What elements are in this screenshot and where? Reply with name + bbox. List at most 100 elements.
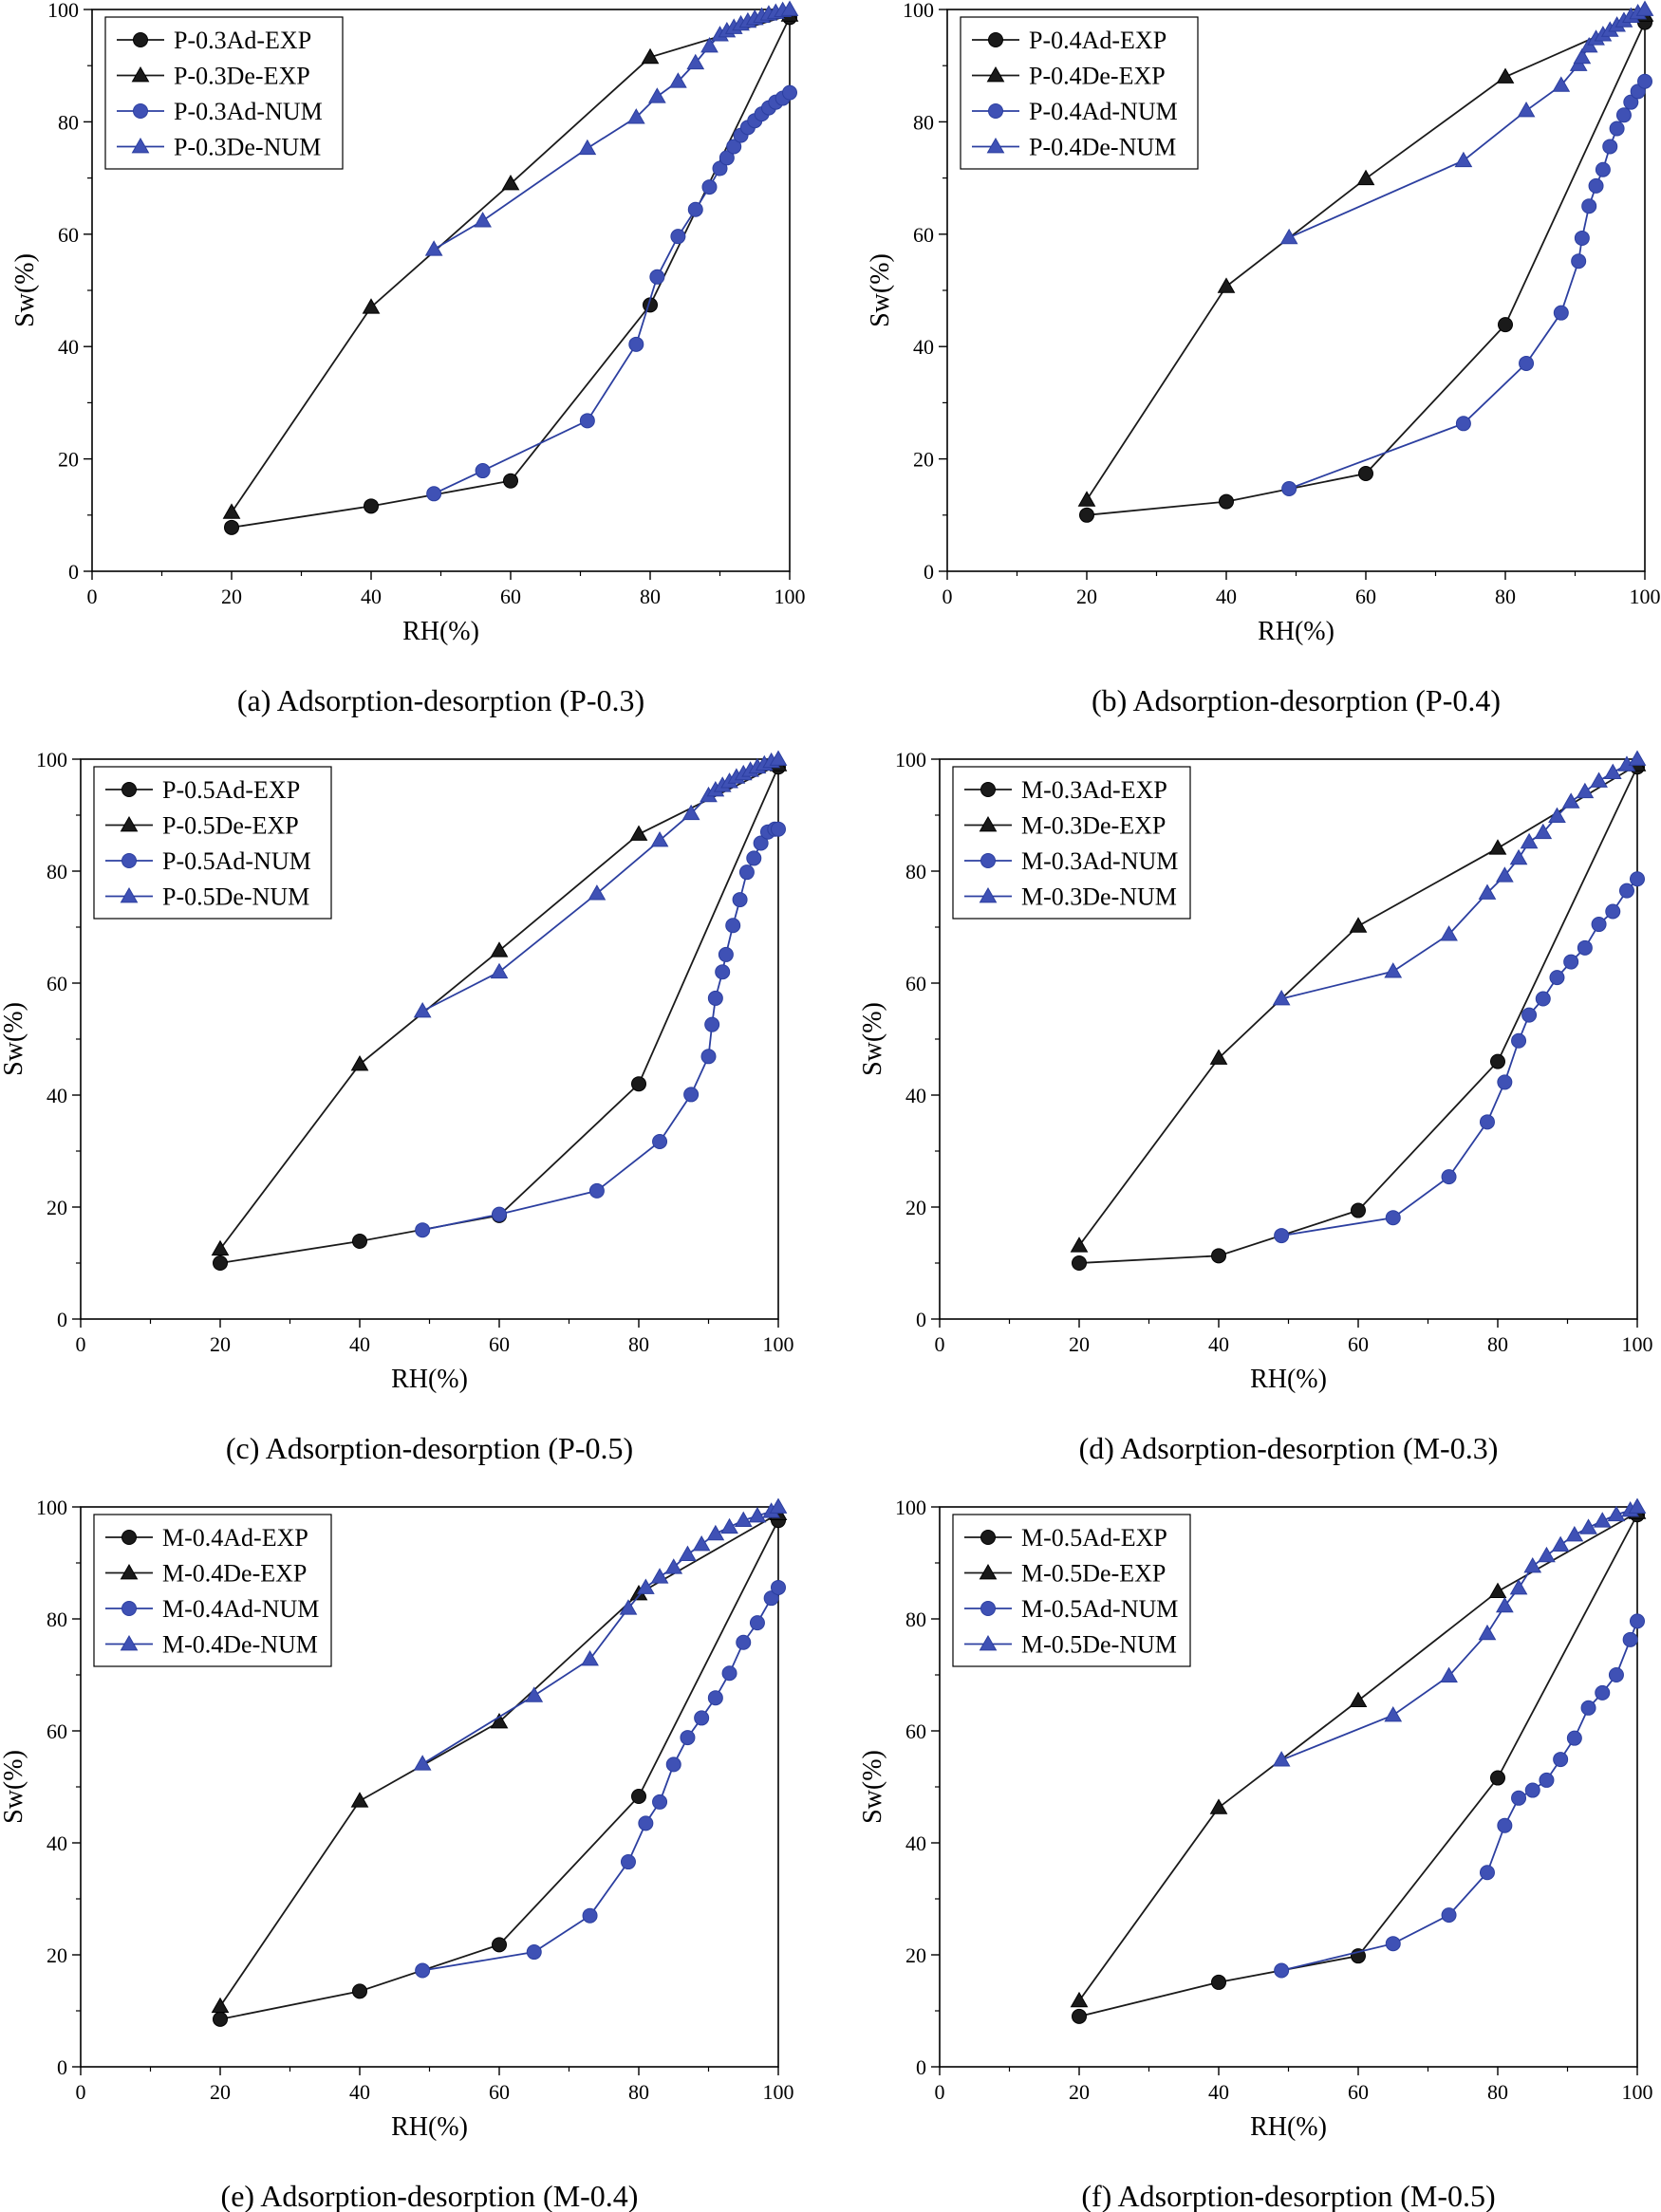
x-tick-label: 0 [76,1332,86,1356]
x-axis-title: RH(%) [1250,1365,1327,1394]
data-point [490,962,509,979]
data-point [681,804,700,821]
y-tick-label: 100 [895,1496,926,1519]
legend-marker [980,782,996,797]
data-point [1615,107,1632,123]
data-point [641,47,660,65]
legend-label: M-0.5De-NUM [1021,1631,1177,1659]
y-axis-title: Sw(%) [866,253,895,327]
y-tick-label: 0 [924,560,934,584]
legend-item: P-0.3De-EXP [117,63,310,90]
legend-label: P-0.5De-NUM [162,883,309,911]
data-point [1385,1936,1401,1952]
data-point [350,1055,369,1071]
data-point [679,1545,697,1562]
data-point [1593,1512,1612,1528]
data-point [582,1907,598,1924]
data-point [1072,2008,1087,2024]
data-point [1523,1557,1542,1573]
y-tick-label: 100 [47,0,79,22]
y-tick-label: 100 [36,748,67,771]
data-point [1490,1770,1505,1786]
legend-marker [979,1634,998,1651]
data-point [1509,848,1528,865]
legend-item: P-0.5Ad-EXP [105,776,300,804]
data-point [664,1558,683,1574]
x-tick-label: 80 [628,1332,649,1356]
data-point [352,1983,367,1999]
data-point [474,212,492,228]
data-point [719,150,735,166]
x-tick-label: 40 [1216,585,1237,608]
legend: P-0.4Ad-EXP P-0.4De-EXP P-0.4Ad-NUM P-0.4De… [960,16,1199,170]
data-point [1440,925,1458,941]
x-axis-title: RH(%) [402,617,479,646]
x-tick-label: 60 [1355,585,1376,608]
x-tick-label: 40 [1208,1332,1229,1356]
legend-marker [121,782,137,797]
data-point [415,1962,431,1979]
data-point [1478,1624,1497,1641]
x-tick-label: 80 [628,2080,649,2104]
legend-label: M-0.4De-EXP [162,1560,307,1588]
legend-item: P-0.5De-EXP [105,812,299,840]
legend-item: P-0.3Ad-NUM [117,98,323,125]
legend-item: M-0.3De-EXP [964,812,1166,840]
legend-marker [133,103,148,119]
data-point [628,336,644,352]
series-P-0.3De-NUM [424,0,799,256]
legend-label: M-0.3De-NUM [1021,883,1177,911]
data-point [1281,480,1297,496]
data-point [650,831,669,847]
data-point [732,892,748,908]
legend-item: P-0.4Ad-NUM [972,98,1178,125]
x-tick-label: 20 [210,1332,231,1356]
data-point [1440,1666,1458,1683]
data-point [1497,1074,1513,1090]
series-M-0.4Ad-NUM [415,1579,786,1979]
data-point [1603,763,1622,780]
data-point [736,1634,752,1650]
data-point [1274,1228,1290,1244]
legend-item: M-0.3Ad-NUM [964,847,1178,875]
legend-item: M-0.4Ad-EXP [105,1524,308,1552]
figure-caption: (e) Adsorption-desorption (M-0.4) [221,2179,639,2212]
x-tick-label: 0 [942,585,953,608]
data-point [1605,903,1621,920]
chart-panel-5: 0 20 40 60 80 100 0 20 40 60 80 100 RH(%) Sw(%) M-0.4A… [0,1496,794,2212]
legend-item: M-0.3Ad-EXP [964,776,1167,804]
x-tick-label: 60 [489,2080,510,2104]
data-point [1607,1505,1626,1522]
data-point [769,1497,788,1514]
chart-panel-3: 0 20 40 60 80 100 0 20 40 60 80 100 RH(%) Sw(%) P-0.5A… [0,748,794,1465]
x-tick-label: 60 [1348,1332,1369,1356]
data-point [706,1524,725,1541]
data-point [1521,1007,1538,1023]
legend-label: P-0.4Ad-EXP [1029,27,1166,54]
legend-item: P-0.5De-NUM [105,883,309,911]
legend-marker [121,1530,137,1545]
figure-caption: (d) Adsorption-desorption (M-0.3) [1079,1431,1499,1465]
data-point [1211,1248,1226,1264]
data-point [213,2011,228,2027]
data-point [1077,491,1096,507]
data-point [1630,871,1645,887]
series-P-0.5Ad-NUM [415,821,786,1238]
x-tick-label: 60 [489,1332,510,1356]
data-point [1479,1865,1495,1881]
legend-item: M-0.4De-EXP [105,1560,307,1588]
data-point [1349,1691,1368,1708]
y-tick-label: 20 [47,1196,67,1219]
data-point [780,0,799,16]
data-point [1511,1032,1527,1049]
data-point [1498,317,1513,333]
data-point [1573,47,1592,65]
x-tick-label: 100 [775,585,806,608]
x-tick-label: 60 [1348,2080,1369,2104]
y-tick-label: 0 [916,1308,926,1331]
data-point [686,53,705,70]
data-point [475,463,491,479]
data-point [1623,94,1639,110]
legend-marker [120,1563,139,1580]
data-point [734,1511,753,1528]
